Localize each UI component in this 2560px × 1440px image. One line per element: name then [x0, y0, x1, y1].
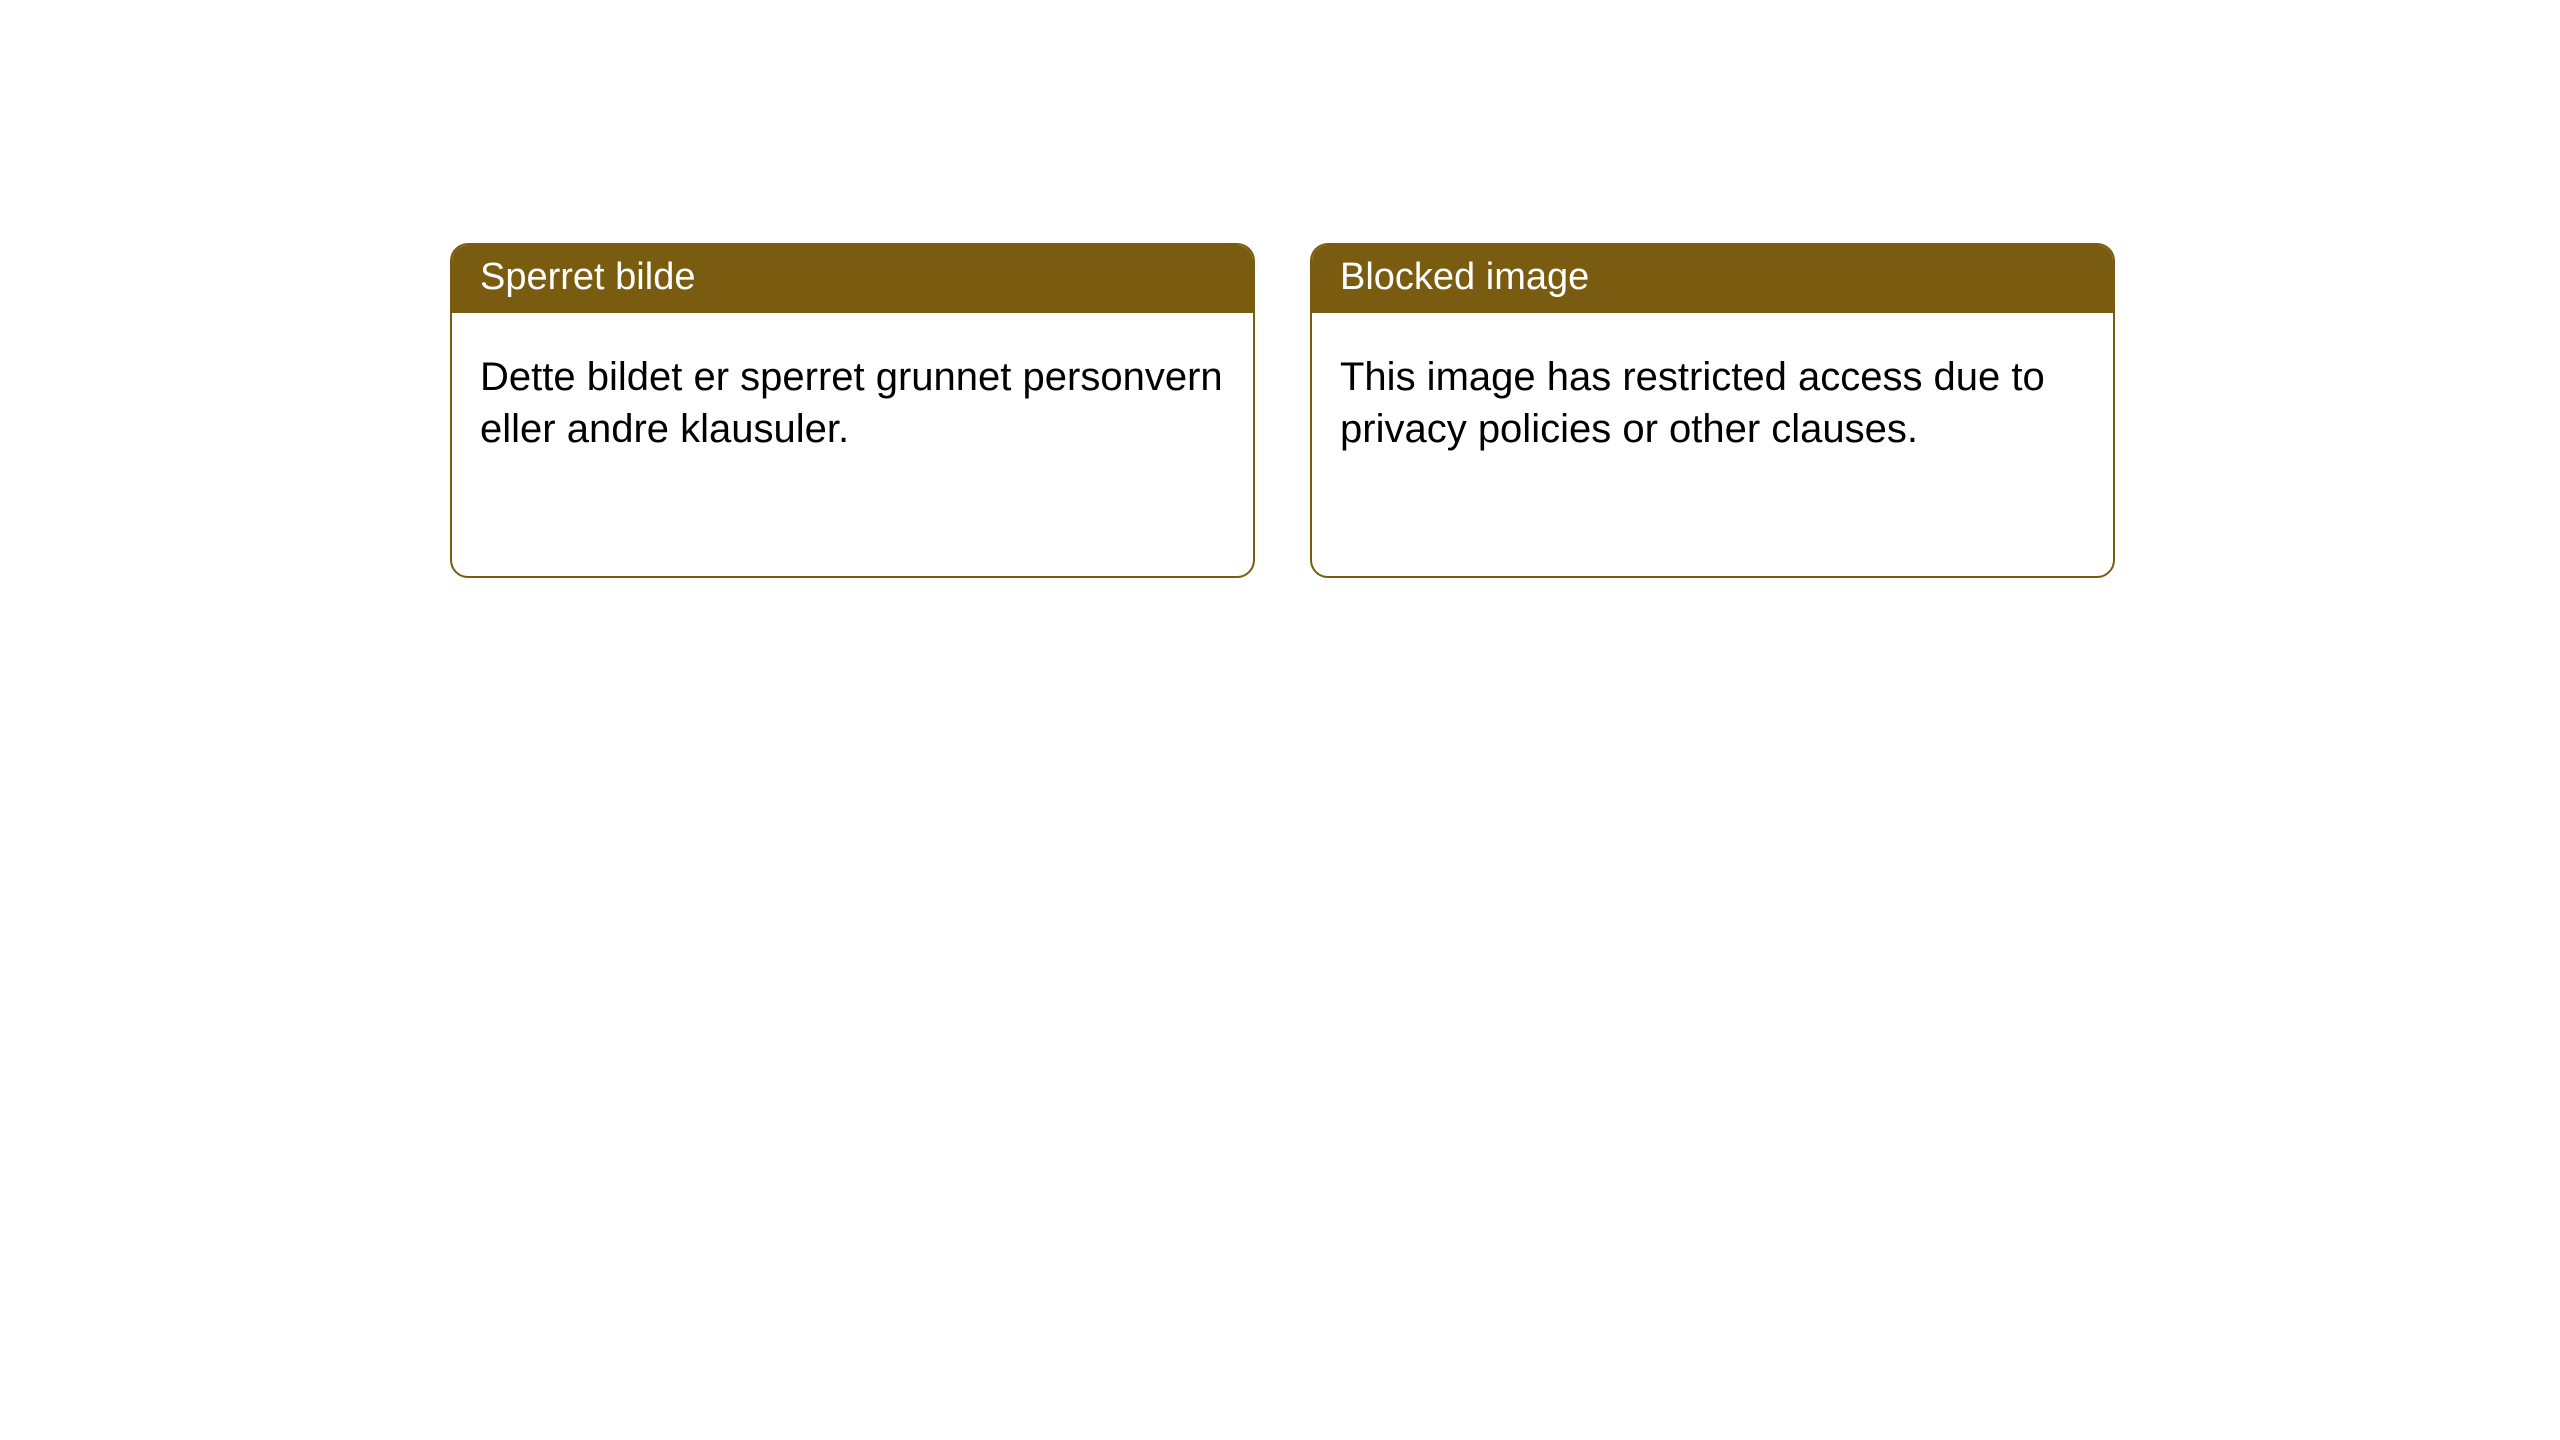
notice-header-norwegian: Sperret bilde — [452, 245, 1253, 313]
notice-body-english: This image has restricted access due to … — [1312, 313, 2113, 483]
notice-body-norwegian: Dette bildet er sperret grunnet personve… — [452, 313, 1253, 483]
notice-header-english: Blocked image — [1312, 245, 2113, 313]
notice-card-english: Blocked image This image has restricted … — [1310, 243, 2115, 578]
notice-container: Sperret bilde Dette bildet er sperret gr… — [450, 243, 2115, 578]
notice-card-norwegian: Sperret bilde Dette bildet er sperret gr… — [450, 243, 1255, 578]
